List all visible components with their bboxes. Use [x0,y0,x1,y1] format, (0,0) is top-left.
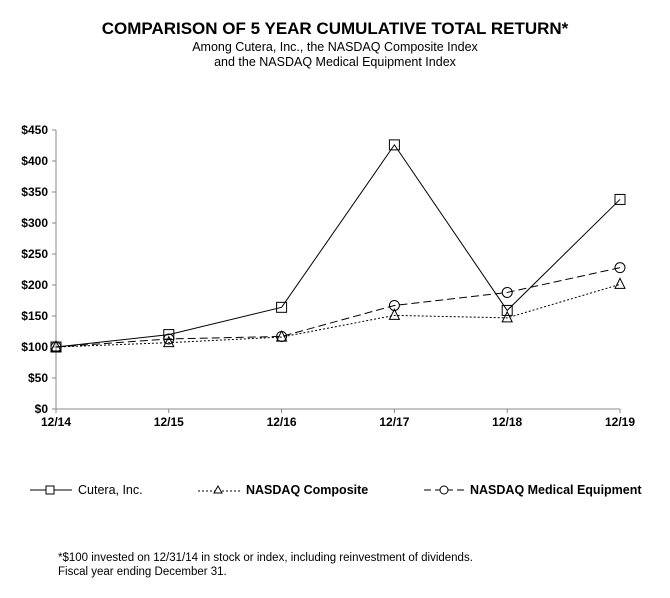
legend-square-marker-icon [30,485,72,495]
legend-item-cutera: Cutera, Inc. [30,483,143,497]
data-point-nasdaq-composite [614,277,626,289]
data-point-cutera-inc [388,139,400,151]
data-point-cutera-inc [501,304,513,316]
footnote-line-1: *$100 invested on 12/31/14 in stock or i… [58,552,473,564]
x-tick-label: 12/15 [154,415,184,429]
chart-title: COMPARISON OF 5 YEAR CUMULATIVE TOTAL RE… [101,19,569,38]
footnote-line-2: Fiscal year ending December 31. [58,566,227,578]
x-tick-label: 12/16 [267,415,297,429]
series-line-nasdaq-medical-equipment [55,267,621,348]
data-point-nasdaq-medical-equipment [501,286,513,298]
data-point-nasdaq-medical-equipment [276,330,288,342]
data-point-nasdaq-composite [388,308,401,320]
y-tick-label: $300 [21,216,48,230]
chart-subtitle-line-1: Among Cutera, Inc., the NASDAQ Composite… [192,40,478,54]
y-tick-label: $200 [21,278,48,292]
y-tick-label: $250 [21,247,48,261]
data-point-cutera-inc [276,301,288,313]
y-tick-label: $150 [21,309,48,323]
data-point-nasdaq-composite [501,310,514,323]
legend-item-nasdaq-medical: NASDAQ Medical Equipment [424,483,642,497]
data-point-nasdaq-medical-equipment [50,341,62,353]
legend-item-nasdaq-composite: NASDAQ Composite [198,483,368,497]
data-point-nasdaq-medical-equipment [163,333,175,345]
x-tick-label: 12/19 [605,415,635,429]
data-point-cutera-inc [163,329,175,341]
y-tick-label: $350 [21,185,48,199]
series-line-nasdaq-composite [55,283,621,348]
x-tick-label: 12/18 [492,415,522,429]
legend-triangle-marker-icon [198,485,240,494]
data-point-nasdaq-medical-equipment [614,262,626,274]
data-point-cutera-inc [614,193,626,205]
legend-circle-marker-icon [424,485,464,495]
x-tick-label: 12/17 [379,415,409,429]
chart-subtitle-line-2: and the NASDAQ Medical Equipment Index [214,55,456,69]
data-point-nasdaq-medical-equipment [388,299,400,311]
y-tick-label: $400 [21,154,48,168]
legend-label: Cutera, Inc. [78,483,143,497]
x-tick-label: 12/14 [41,415,71,429]
data-point-nasdaq-composite [162,335,175,348]
legend-label: NASDAQ Medical Equipment [470,483,642,497]
data-point-nasdaq-composite [50,339,62,352]
series-line-cutera-inc [55,143,621,348]
legend-label: NASDAQ Composite [246,483,369,497]
y-tick-label: $450 [21,123,48,137]
y-tick-label: $100 [21,340,48,354]
y-tick-label: $0 [35,402,49,416]
y-tick-label: $50 [28,371,48,385]
